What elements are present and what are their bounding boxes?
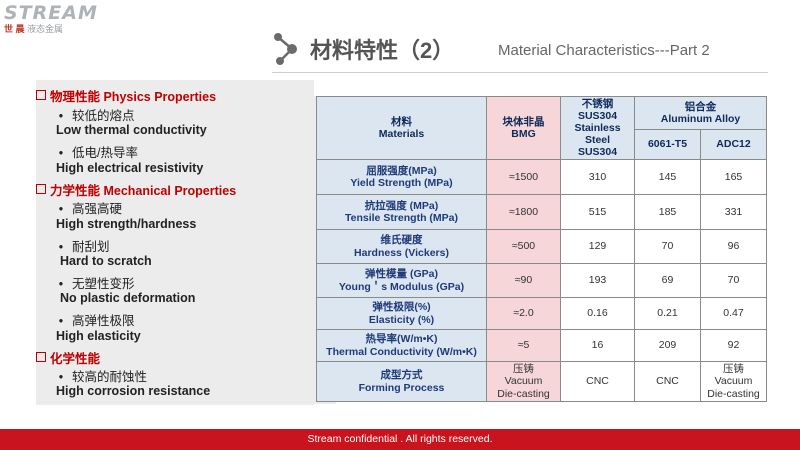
table-row: 弹性极限(%) Elasticity (%) ≈2.0 0.16 0.21 0.4… xyxy=(316,297,767,330)
adc12-value: 0.47 xyxy=(700,297,767,330)
page-subtitle: Material Characteristics---Part 2 xyxy=(498,42,710,59)
property-text: High strength/hardness xyxy=(56,217,197,231)
title-divider xyxy=(272,72,768,73)
adc12-value: 331 xyxy=(700,194,767,230)
table-header-row: 材料 Materials 块体非晶 BMG 不锈钢 SUS304 Stainless S… xyxy=(316,96,767,160)
adc12-value: 92 xyxy=(700,329,767,362)
bullet-item: • 高弹性极限 xyxy=(58,314,135,328)
footer-confidential-text: Stream confidential . All rights reserve… xyxy=(307,433,493,445)
stainless-value: 515 xyxy=(560,194,635,230)
stainless-value: 310 xyxy=(560,159,635,195)
row-label: 屈服强度(MPa) Yield Strength (MPa) xyxy=(316,159,487,195)
footer-bar: Stream confidential . All rights reserve… xyxy=(0,429,800,450)
header-6061: 6061-T5 xyxy=(634,129,701,160)
stainless-value: 16 xyxy=(560,329,635,362)
bullet-item: • 无塑性变形 xyxy=(58,277,135,291)
property-text: Hard to scratch xyxy=(60,254,152,268)
stainless-value: 129 xyxy=(560,229,635,264)
mechanical-heading: 力学性能 Mechanical Properties xyxy=(36,180,236,199)
table-row: 抗拉强度 (MPa) Tensile Strength (MPa) ≈1800 5… xyxy=(316,194,767,230)
page-title: 材料特性（2） xyxy=(310,38,455,63)
stainless-value: 193 xyxy=(560,263,635,298)
stainless-value: 0.16 xyxy=(560,297,635,330)
row-label: 成型方式 Forming Process xyxy=(316,361,487,402)
checkbox-square-icon xyxy=(36,184,46,194)
property-text: High electrical resistivity xyxy=(56,161,204,175)
al6061-value: 209 xyxy=(634,329,701,362)
property-text: Low thermal conductivity xyxy=(56,123,207,137)
physics-heading: 物理性能 Physics Properties xyxy=(36,86,216,105)
chemical-heading: 化学性能 xyxy=(36,348,100,367)
adc12-value: 165 xyxy=(700,159,767,195)
bullet-item: • 较高的耐蚀性 xyxy=(58,370,148,384)
table-row: 弹性模量 (GPa) Young＇s Modulus (GPa) ≈90 193 … xyxy=(316,263,767,298)
bmg-value: ≈5 xyxy=(486,329,561,362)
table-row: 热导率(W/m•K) Thermal Conductivity (W/m•K) ≈… xyxy=(316,329,767,362)
checkbox-square-icon xyxy=(36,90,46,100)
adc12-value: 压铸 Vacuum Die-casting xyxy=(700,361,767,402)
row-label: 热导率(W/m•K) Thermal Conductivity (W/m•K) xyxy=(316,329,487,362)
adc12-value: 96 xyxy=(700,229,767,264)
adc12-value: 70 xyxy=(700,263,767,298)
al6061-value: 70 xyxy=(634,229,701,264)
checkbox-square-icon xyxy=(36,352,46,362)
bmg-value: ≈1800 xyxy=(486,194,561,230)
bullet-item: • 高强高硬 xyxy=(58,202,123,216)
table-row: 成型方式 Forming Process 压铸 Vacuum Die-casting … xyxy=(316,361,767,402)
property-text: No plastic deformation xyxy=(60,291,196,305)
bullet-item: • 较低的熔点 xyxy=(58,109,135,123)
al6061-value: 69 xyxy=(634,263,701,298)
header-stainless: 不锈钢 SUS304 Stainless Steel SUS304 xyxy=(560,96,635,160)
al6061-value: 0.21 xyxy=(634,297,701,330)
bmg-value: ≈90 xyxy=(486,263,561,298)
al6061-value: CNC xyxy=(634,361,701,402)
header-aluminum: 铝合金 Aluminum Alloy xyxy=(634,96,767,130)
bmg-value: ≈500 xyxy=(486,229,561,264)
al6061-value: 145 xyxy=(634,159,701,195)
header-bmg: 块体非晶 BMG xyxy=(486,96,561,160)
material-comparison-table: 材料 Materials 块体非晶 BMG 不锈钢 SUS304 Stainless S… xyxy=(316,96,767,402)
bullet-item: • 耐刮划 xyxy=(58,240,110,254)
property-text: High corrosion resistance xyxy=(56,384,211,398)
row-label: 弹性极限(%) Elasticity (%) xyxy=(316,297,487,330)
al6061-value: 185 xyxy=(634,194,701,230)
row-label: 维氏硬度 Hardness (Vickers) xyxy=(316,229,487,264)
table-row: 屈服强度(MPa) Yield Strength (MPa) ≈1500 310 … xyxy=(316,159,767,195)
property-text: High elasticity xyxy=(56,329,141,343)
table-row: 维氏硬度 Hardness (Vickers) ≈500 129 70 96 xyxy=(316,229,767,264)
bmg-value: ≈1500 xyxy=(486,159,561,195)
bmg-value: ≈2.0 xyxy=(486,297,561,330)
bullet-item: • 低电/热导率 xyxy=(58,146,138,160)
row-label: 抗拉强度 (MPa) Tensile Strength (MPa) xyxy=(316,194,487,230)
table-subheader-row: 6061-T5 ADC12 xyxy=(317,129,767,160)
properties-panel: 物理性能 Physics Properties • 较低的熔点 Low therm… xyxy=(36,80,314,405)
row-label: 弹性模量 (GPa) Young＇s Modulus (GPa) xyxy=(316,263,487,298)
company-logo: STREAM 世 晨 液态金属 xyxy=(4,2,124,34)
logo-wordmark: STREAM xyxy=(4,2,98,24)
share-nodes-icon xyxy=(274,33,297,65)
bmg-value: 压铸 Vacuum Die-casting xyxy=(486,361,561,402)
logo-subtitle: 世 晨 液态金属 xyxy=(4,24,64,34)
header-adc12: ADC12 xyxy=(700,129,767,160)
header-materials: 材料 Materials xyxy=(316,96,487,160)
stainless-value: CNC xyxy=(560,361,635,402)
